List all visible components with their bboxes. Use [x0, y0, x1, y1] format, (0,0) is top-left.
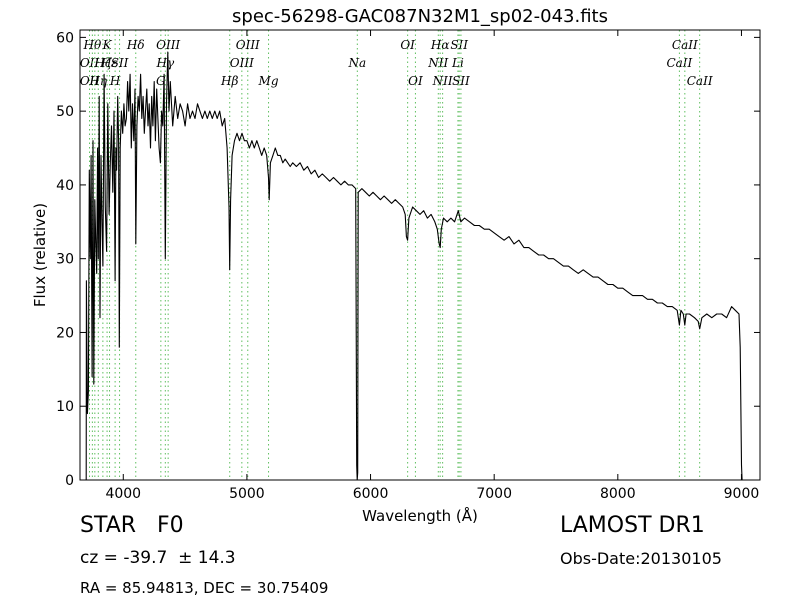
line-label: SII: [111, 56, 129, 70]
plot-frame: [79, 29, 761, 481]
line-label: Hα: [430, 38, 450, 52]
y-tick-label: 0: [65, 473, 74, 489]
y-tick-label: 20: [56, 325, 74, 341]
line-label: Hβ: [220, 74, 238, 88]
line-label: Hδ: [126, 38, 145, 52]
line-label: Hη: [88, 74, 107, 88]
x-tick-label: 4000: [105, 486, 141, 502]
line-label: H: [109, 74, 121, 88]
object-class: STAR F0: [80, 513, 184, 538]
y-tick-label: 30: [56, 252, 74, 268]
x-tick-label: 5000: [229, 486, 265, 502]
x-tick-label: 9000: [724, 486, 760, 502]
line-label: OIII: [230, 56, 254, 70]
y-tick-label: 10: [56, 399, 74, 415]
redshift-cz: cz = -39.7 ± 14.3: [80, 548, 236, 568]
ra-dec: RA = 85.94813, DEC = 30.75409: [80, 579, 329, 597]
line-label: NII: [432, 74, 453, 88]
y-tick-label: 60: [56, 30, 74, 46]
line-label: OI: [408, 74, 423, 88]
y-tick-label: 50: [56, 104, 74, 120]
line-label: CaII: [672, 38, 698, 52]
line-label: Hγ: [155, 56, 174, 70]
line-label: OIII: [156, 38, 180, 52]
line-label: K: [102, 38, 113, 52]
line-label: NII: [427, 56, 448, 70]
line-label: OIII: [236, 38, 260, 52]
line-label: CaII: [666, 56, 692, 70]
line-label: SII: [452, 74, 470, 88]
line-label: Hθ: [83, 38, 102, 52]
x-axis-label: Wavelength (Å): [362, 506, 478, 525]
line-label: Li: [451, 56, 464, 70]
x-tick-label: 8000: [600, 486, 636, 502]
line-label: Na: [347, 56, 366, 70]
obs-date: Obs-Date:20130105: [560, 549, 722, 568]
line-label: SII: [450, 38, 468, 52]
survey-name: LAMOST DR1: [560, 513, 705, 538]
y-tick-label: 40: [56, 178, 74, 194]
y-axis-label: Flux (relative): [31, 203, 49, 307]
line-label: CaII: [687, 74, 713, 88]
x-tick-label: 7000: [476, 486, 512, 502]
x-tick-label: 6000: [353, 486, 389, 502]
chart-title: spec-56298-GAC087N32M1_sp02-043.fits: [232, 6, 608, 27]
line-label: Mg: [258, 74, 279, 88]
line-label: OI: [400, 38, 415, 52]
spectrum-line: [85, 51, 743, 480]
line-label: G: [156, 74, 166, 88]
line-label: Hζ: [93, 56, 112, 70]
line-label: Hε: [100, 56, 118, 70]
